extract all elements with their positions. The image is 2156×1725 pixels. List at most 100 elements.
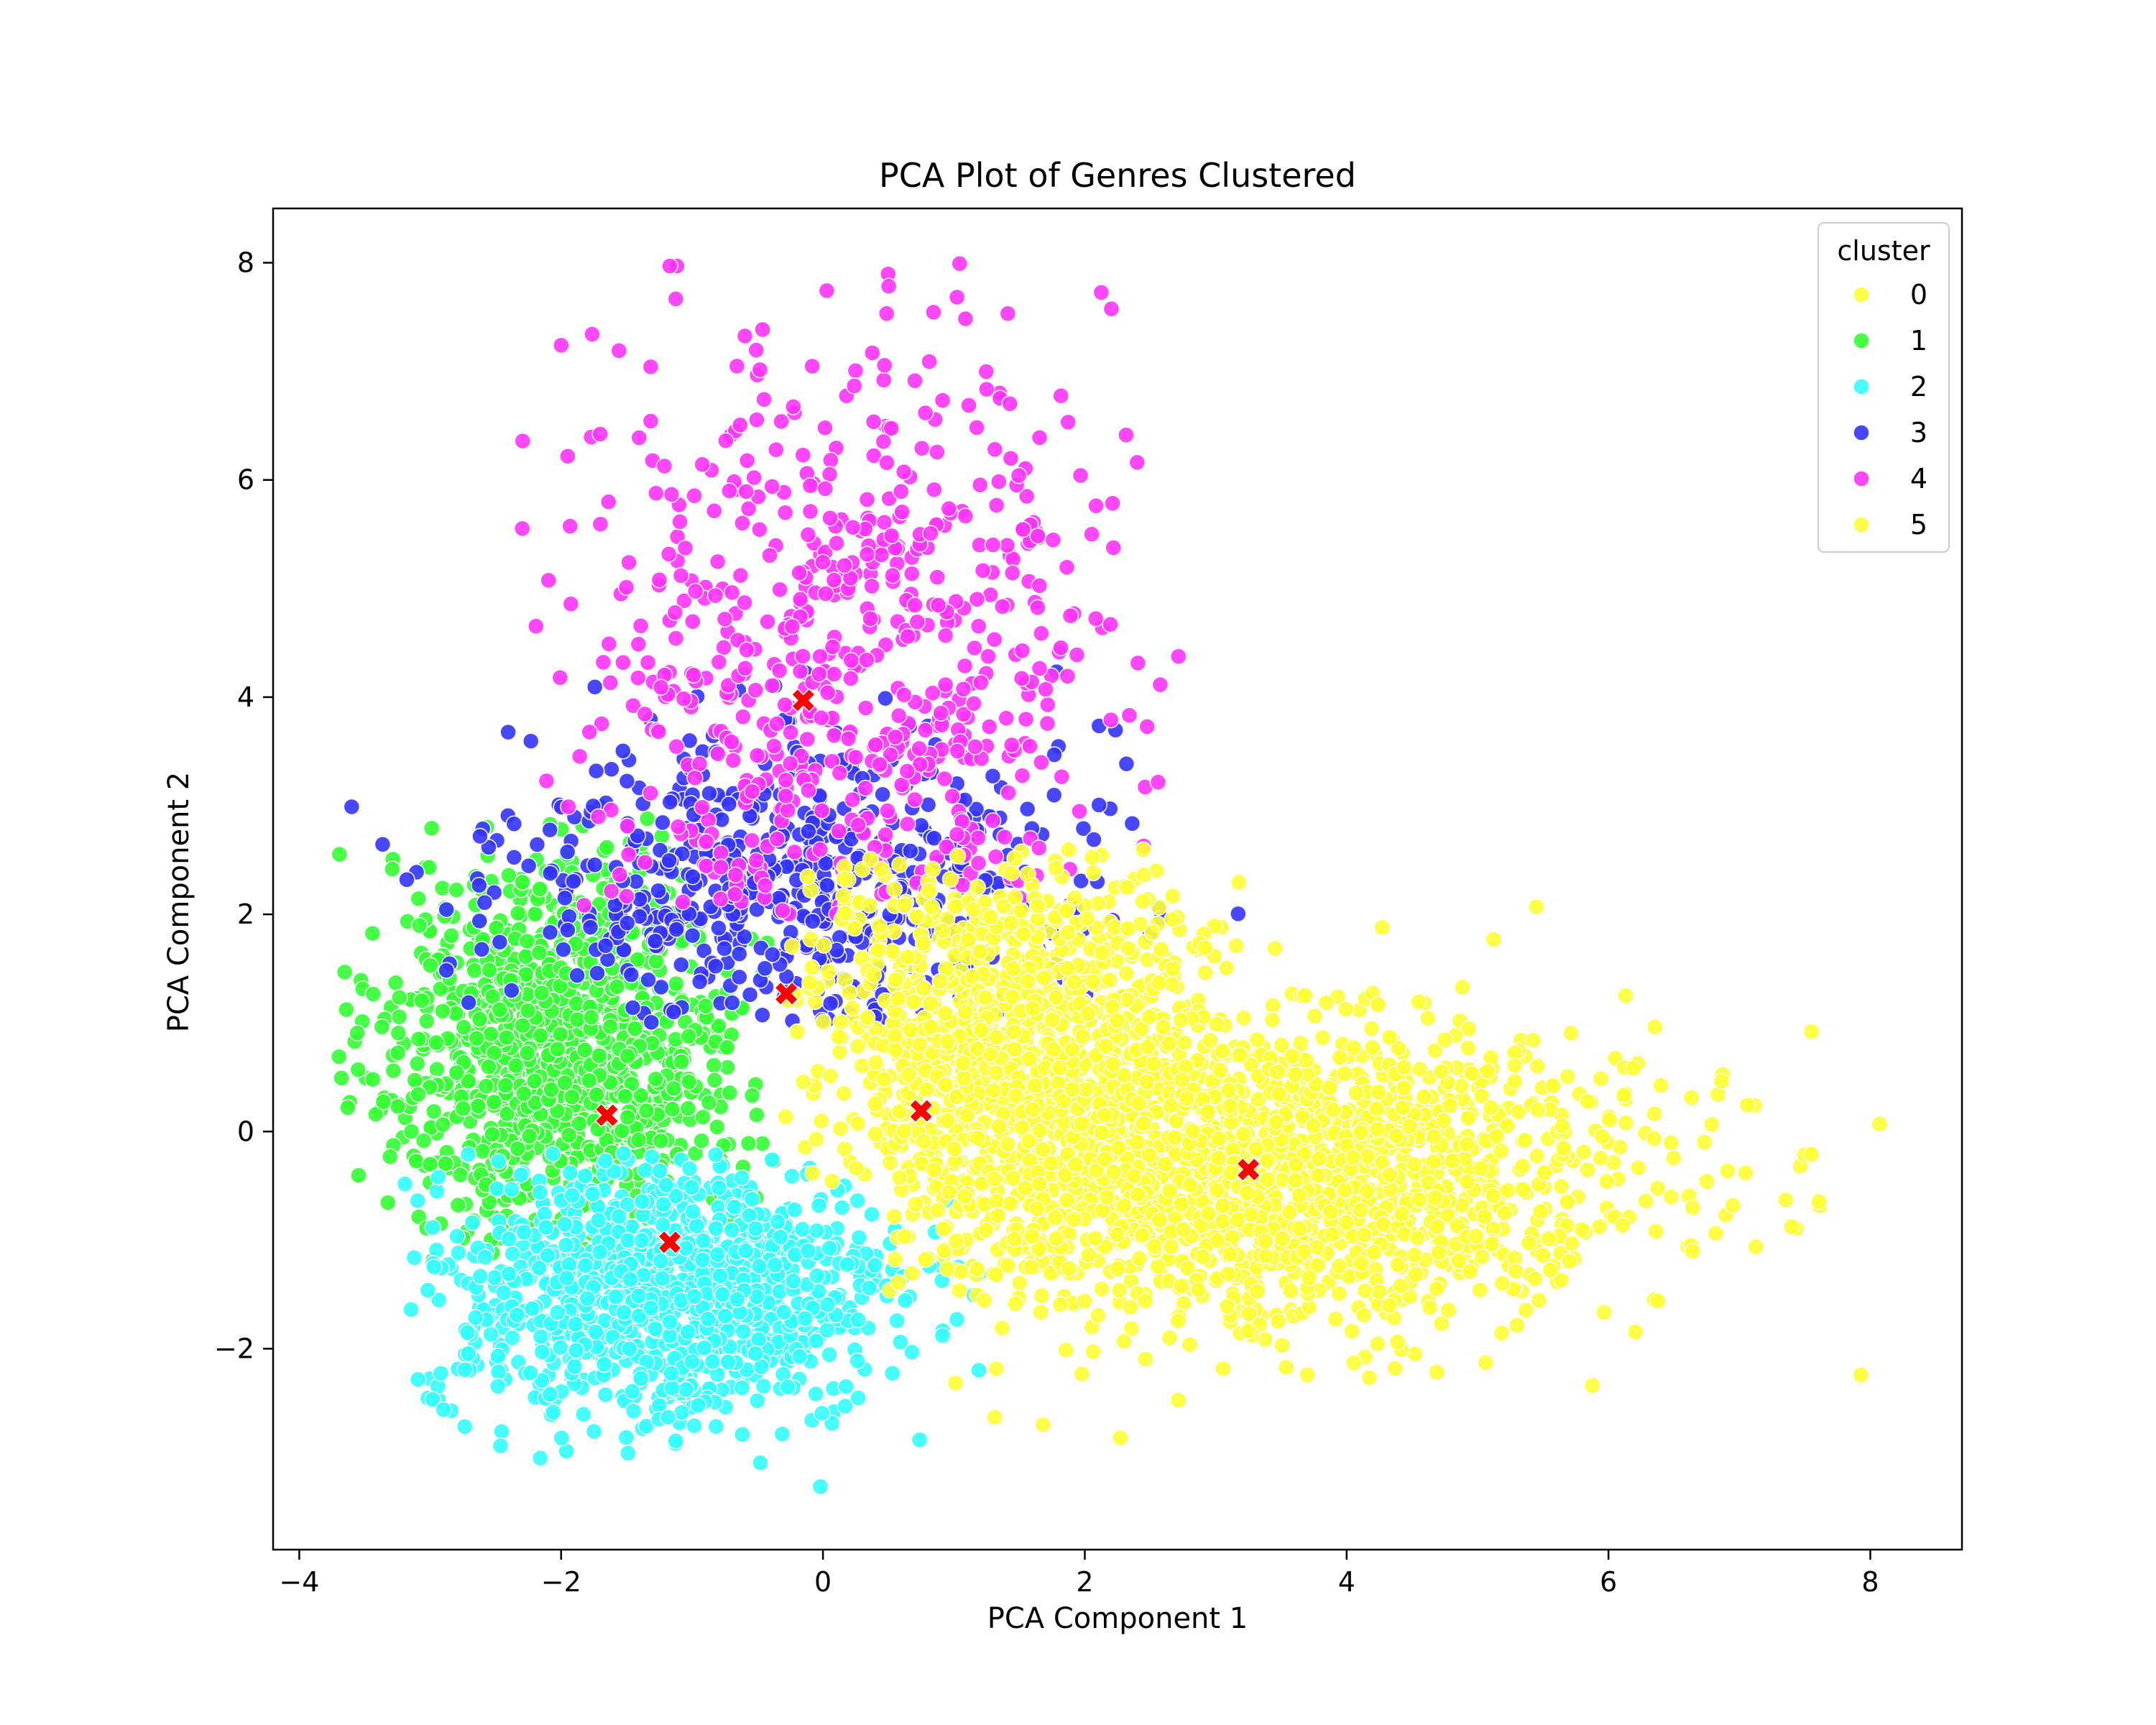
point-cluster-4: [960, 397, 977, 414]
point-cluster-1: [518, 1044, 536, 1062]
point-cluster-3: [650, 882, 667, 900]
point-cluster-1: [390, 1024, 407, 1041]
point-cluster-4: [818, 282, 836, 300]
point-cluster-3: [471, 912, 488, 930]
point-cluster-0: [815, 937, 833, 954]
point-cluster-2: [821, 1239, 838, 1257]
point-cluster-0: [1078, 910, 1096, 927]
point-cluster-4: [1003, 564, 1021, 582]
point-cluster-4: [879, 802, 896, 819]
point-cluster-1: [374, 1093, 392, 1110]
point-cluster-0: [1028, 897, 1046, 915]
point-cluster-1: [700, 1094, 718, 1111]
point-cluster-4: [642, 784, 659, 802]
point-cluster-1: [548, 1040, 566, 1058]
point-cluster-0: [1059, 924, 1077, 941]
point-cluster-4: [636, 854, 654, 871]
point-cluster-4: [1087, 610, 1105, 627]
point-cluster-1: [588, 1086, 605, 1103]
point-cluster-0: [1021, 1050, 1038, 1067]
point-cluster-4: [1021, 737, 1038, 755]
point-cluster-2: [667, 1432, 684, 1450]
point-cluster-4: [985, 630, 1003, 648]
point-cluster-0: [889, 990, 907, 1008]
point-cluster-4: [875, 433, 893, 451]
point-cluster-0: [835, 870, 853, 888]
point-cluster-4: [716, 610, 734, 628]
point-cluster-3: [673, 956, 690, 973]
point-cluster-4: [993, 598, 1011, 615]
point-cluster-4: [1033, 753, 1050, 771]
point-cluster-3: [1018, 800, 1036, 818]
point-cluster-2: [779, 1379, 796, 1396]
point-cluster-2: [810, 1197, 828, 1215]
point-cluster-3: [724, 994, 741, 1011]
point-cluster-4: [929, 443, 946, 461]
point-cluster-0: [875, 1071, 893, 1088]
point-cluster-4: [862, 610, 879, 627]
point-cluster-3: [646, 932, 664, 950]
point-cluster-2: [586, 1323, 604, 1340]
point-cluster-4: [697, 833, 715, 850]
point-cluster-0: [1019, 972, 1036, 990]
point-cluster-2: [482, 1325, 499, 1343]
point-cluster-2: [684, 1202, 701, 1220]
point-cluster-5: [1529, 1057, 1546, 1075]
point-cluster-2: [686, 1417, 703, 1435]
point-cluster-4: [883, 527, 900, 545]
point-cluster-0: [914, 934, 932, 952]
point-cluster-4: [998, 537, 1016, 554]
point-cluster-0: [1119, 920, 1136, 937]
point-cluster-0: [1044, 1011, 1061, 1029]
point-cluster-0: [831, 1120, 849, 1138]
point-cluster-2: [566, 1358, 584, 1376]
point-cluster-1: [410, 1031, 428, 1048]
point-cluster-0: [861, 896, 878, 914]
point-cluster-0: [1101, 971, 1118, 989]
point-cluster-4: [738, 452, 756, 469]
point-cluster-4: [632, 617, 650, 635]
point-cluster-4: [747, 681, 765, 699]
point-cluster-1: [485, 1093, 502, 1111]
point-cluster-4: [591, 426, 609, 443]
point-cluster-5: [1263, 1011, 1281, 1029]
point-cluster-4: [710, 653, 728, 671]
point-cluster-3: [1123, 815, 1141, 832]
point-cluster-3: [800, 822, 817, 840]
point-cluster-1: [491, 1001, 508, 1018]
point-cluster-2: [432, 1364, 450, 1382]
point-cluster-2: [807, 1385, 824, 1403]
point-cluster-1: [679, 1100, 697, 1117]
point-cluster-4: [821, 466, 839, 483]
point-cluster-4: [783, 617, 801, 635]
point-cluster-2: [766, 1256, 783, 1274]
point-cluster-1: [434, 1003, 451, 1020]
point-cluster-2: [763, 1151, 780, 1169]
point-cluster-4: [747, 852, 765, 869]
point-cluster-4: [814, 553, 831, 571]
point-cluster-2: [793, 1220, 811, 1238]
point-cluster-4: [957, 310, 975, 328]
point-cluster-4: [591, 515, 609, 533]
point-cluster-2: [849, 1311, 867, 1329]
point-cluster-4: [1105, 539, 1122, 556]
point-cluster-4: [1029, 527, 1046, 545]
point-cluster-2: [476, 1248, 494, 1266]
point-cluster-4: [986, 441, 1004, 458]
point-cluster-2: [796, 1310, 814, 1328]
point-cluster-2: [522, 1364, 539, 1381]
point-cluster-2: [621, 1340, 638, 1358]
point-cluster-1: [484, 1126, 501, 1143]
point-cluster-3: [701, 784, 718, 802]
point-cluster-4: [875, 372, 893, 389]
point-cluster-0: [829, 1028, 847, 1046]
point-cluster-1: [428, 1034, 445, 1052]
point-cluster-2: [607, 1288, 625, 1306]
point-cluster-1: [576, 1041, 594, 1059]
point-cluster-0: [1015, 926, 1032, 943]
point-cluster-4: [717, 432, 734, 449]
point-cluster-4: [1010, 466, 1028, 484]
point-cluster-0: [891, 856, 908, 873]
point-cluster-2: [591, 1243, 609, 1261]
point-cluster-1: [740, 1134, 757, 1152]
